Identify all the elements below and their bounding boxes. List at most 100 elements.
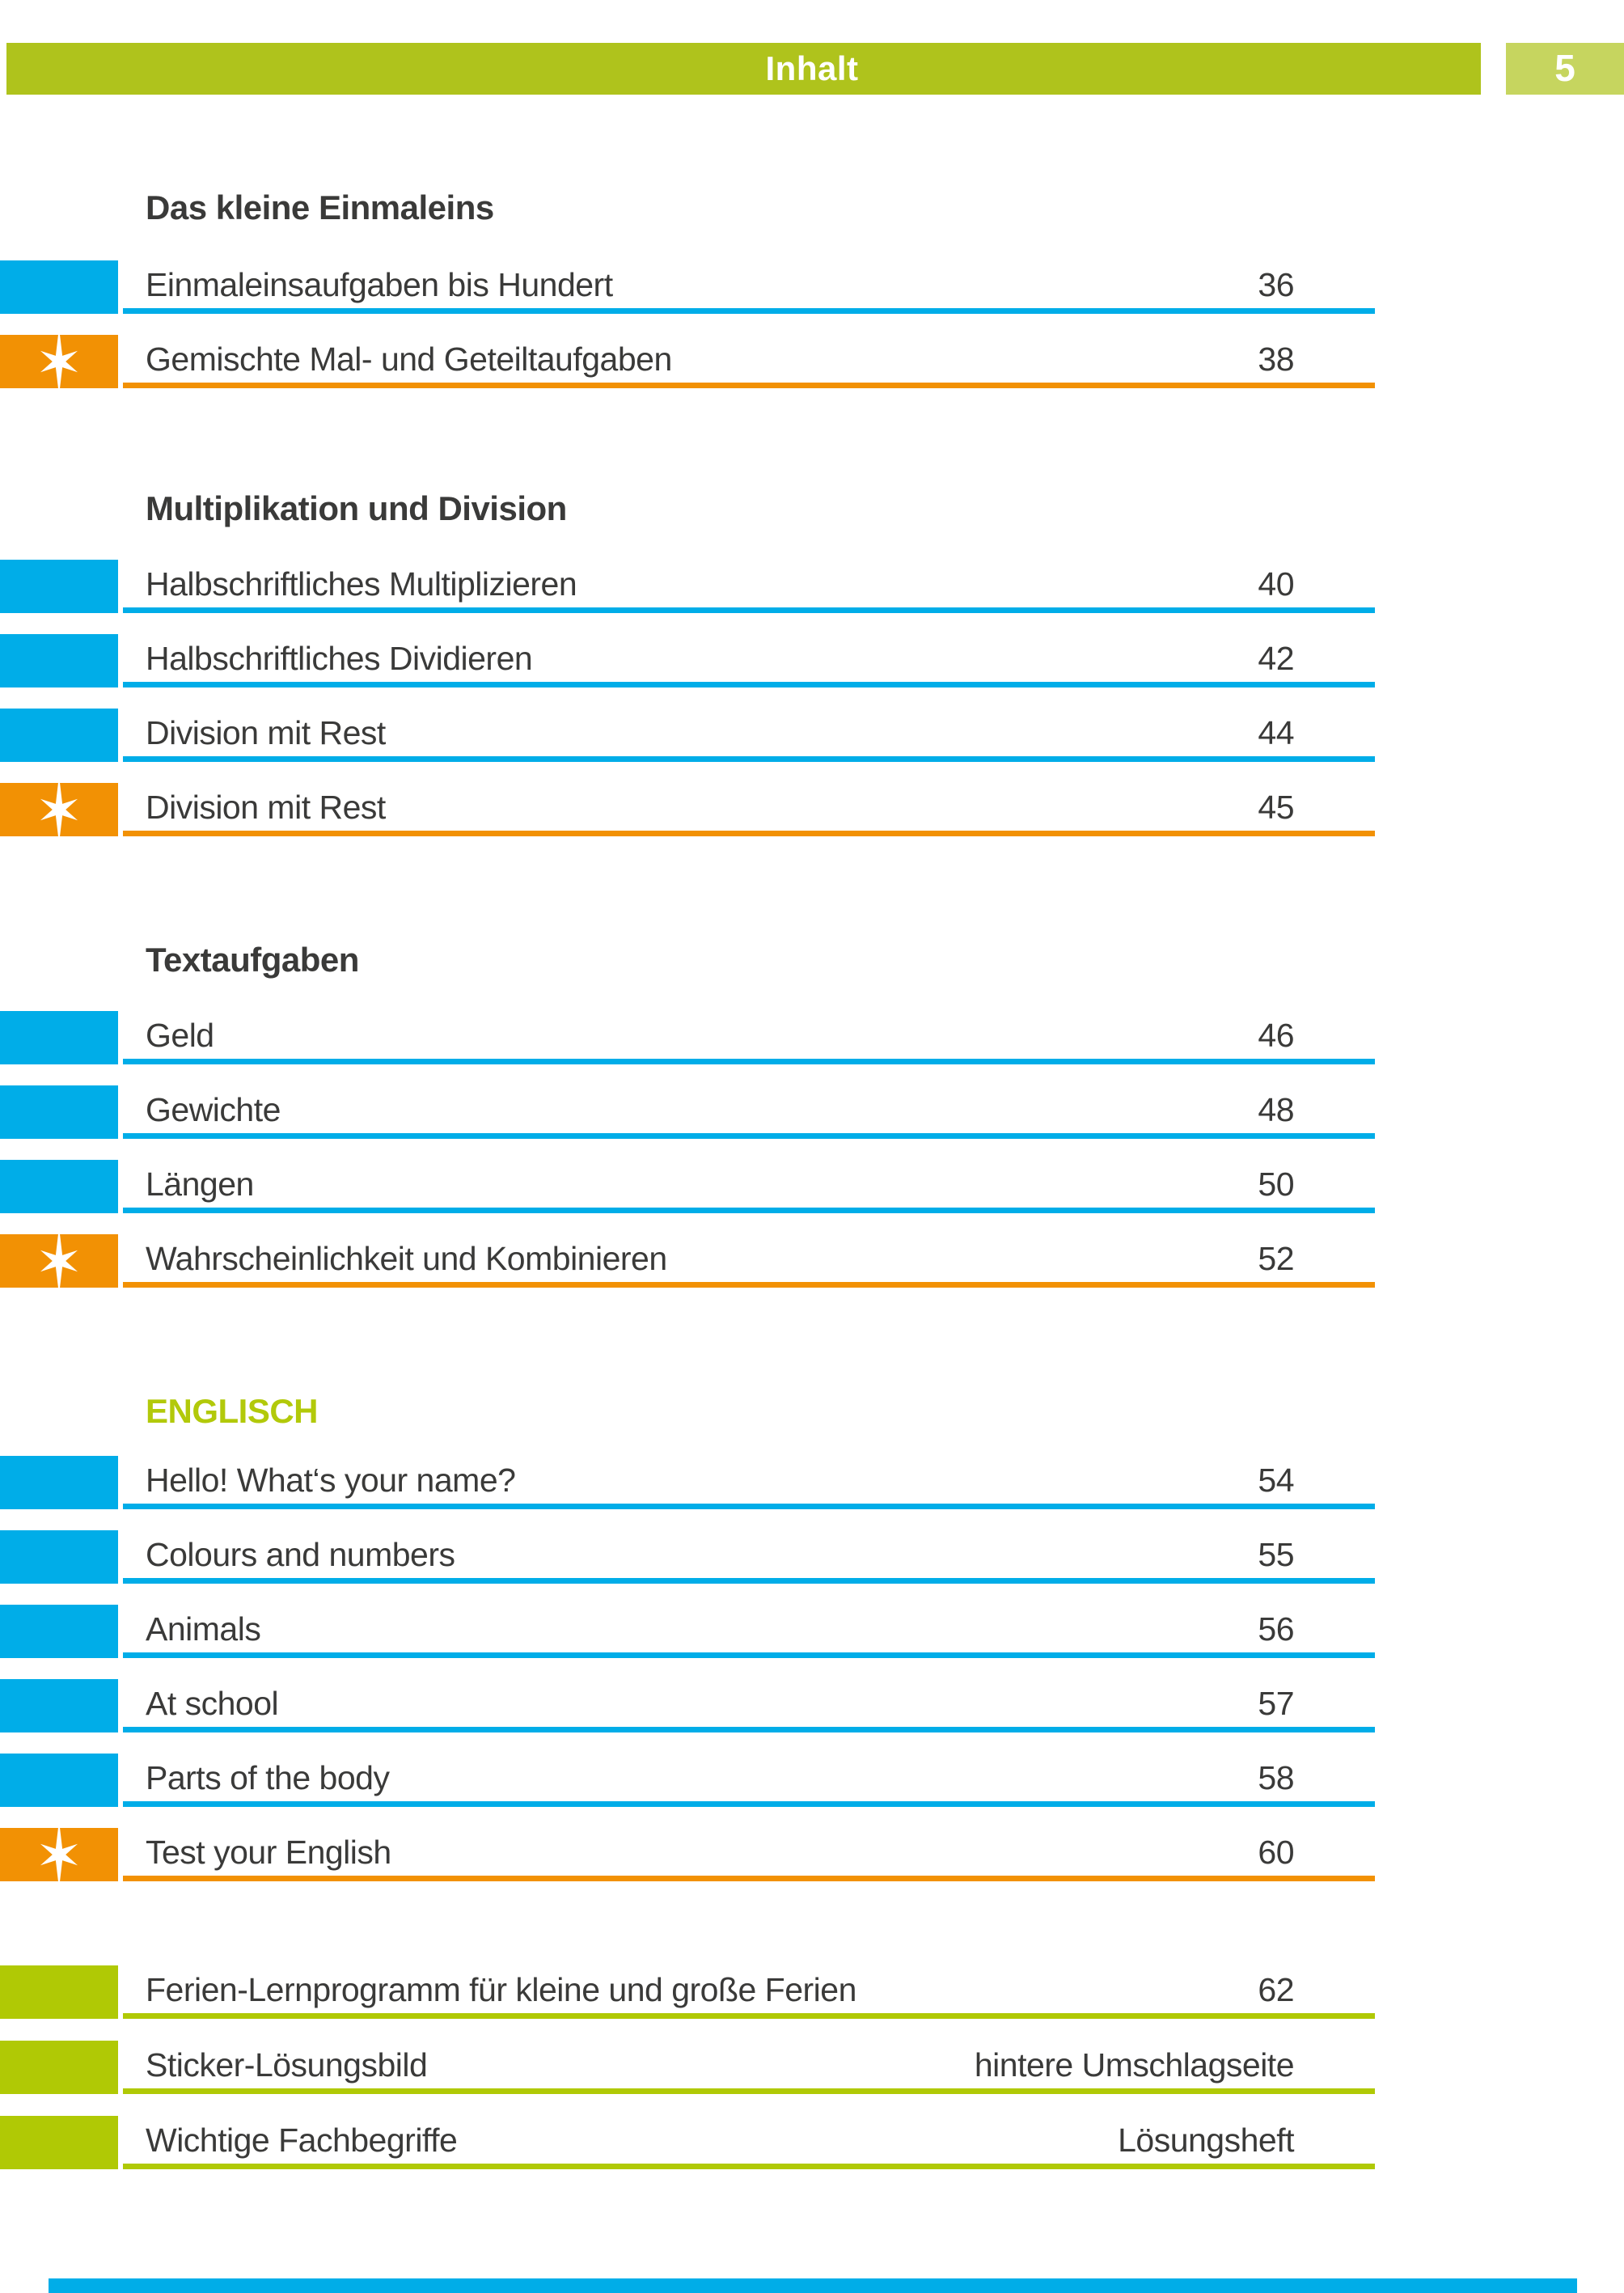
toc-row: Test your English 60 bbox=[0, 1821, 1375, 1889]
toc-entry-label: Wahrscheinlichkeit und Kombinieren bbox=[146, 1240, 667, 1277]
row-underline bbox=[123, 1504, 1375, 1509]
page-number-badge: 5 bbox=[1506, 43, 1624, 95]
toc-section: Multiplikation und Division Halbschriftl… bbox=[0, 489, 1375, 857]
section-title-englisch: ENGLISCH bbox=[146, 1392, 319, 1430]
toc-section: ENGLISCH Hello! What‘s your name? 54 Col… bbox=[0, 1391, 1375, 1902]
toc-entry-page: 60 bbox=[1258, 1834, 1294, 1871]
toc-entry-page: 62 bbox=[1258, 1971, 1294, 2008]
row-underline bbox=[123, 1727, 1375, 1732]
header-bar bbox=[6, 43, 1481, 95]
section-rows: Halbschriftliches Multiplizieren 40 Halb… bbox=[0, 560, 1375, 844]
toc-row: Sticker-Lösungsbild hintere Umschlagseit… bbox=[0, 2041, 1375, 2094]
toc-row: Längen 50 bbox=[0, 1160, 1375, 1213]
row-color-block bbox=[0, 1085, 118, 1139]
toc-row: Geld 46 bbox=[0, 1011, 1375, 1064]
row-color-block bbox=[0, 1530, 118, 1584]
toc-entry-label: Colours and numbers bbox=[146, 1536, 455, 1573]
star-icon bbox=[40, 776, 78, 844]
section-rows: Ferien-Lernprogramm für kleine und große… bbox=[0, 1965, 1375, 2169]
toc-entry-label: Parts of the body bbox=[146, 1759, 390, 1796]
toc-row: Hello! What‘s your name? 54 bbox=[0, 1456, 1375, 1509]
row-underline bbox=[123, 1133, 1375, 1139]
row-color-block bbox=[0, 776, 118, 844]
toc-entry-page: 42 bbox=[1258, 640, 1294, 677]
row-underline bbox=[123, 1652, 1375, 1658]
toc-entry-page: 48 bbox=[1258, 1091, 1294, 1128]
toc-row: Division mit Rest 45 bbox=[0, 776, 1375, 844]
toc-entry-label: Halbschriftliches Multiplizieren bbox=[146, 565, 577, 603]
toc-row: Gewichte 48 bbox=[0, 1085, 1375, 1139]
row-underline bbox=[123, 607, 1375, 613]
row-color-block bbox=[0, 260, 118, 314]
star-icon bbox=[40, 1227, 78, 1295]
toc-entry-label: Division mit Rest bbox=[146, 789, 386, 826]
toc-row: Ferien-Lernprogramm für kleine und große… bbox=[0, 1965, 1375, 2019]
toc-entry-label: Längen bbox=[146, 1166, 254, 1203]
toc-entry-label: Gemischte Mal- und Geteiltaufgaben bbox=[146, 341, 672, 378]
toc-entry-label: Division mit Rest bbox=[146, 714, 386, 751]
toc-section: Ferien-Lernprogramm für kleine und große… bbox=[0, 1965, 1375, 2191]
toc-entry-label: Hello! What‘s your name? bbox=[146, 1462, 516, 1499]
toc-row: At school 57 bbox=[0, 1679, 1375, 1732]
star-icon bbox=[40, 328, 78, 396]
section-rows: Einmaleinsaufgaben bis Hundert 36 Gemisc… bbox=[0, 260, 1375, 396]
row-underline bbox=[123, 756, 1375, 762]
toc-entry-page: hintere Umschlagseite bbox=[974, 2046, 1295, 2084]
toc-entry-page: 40 bbox=[1258, 565, 1294, 603]
toc-entry-page: Lösungsheft bbox=[1118, 2122, 1294, 2159]
row-underline bbox=[123, 2013, 1375, 2019]
row-underline bbox=[123, 1578, 1375, 1584]
row-underline bbox=[123, 831, 1375, 836]
star-icon bbox=[40, 1821, 78, 1889]
row-color-block bbox=[0, 1227, 118, 1295]
row-underline bbox=[123, 2088, 1375, 2094]
row-color-block bbox=[0, 1965, 118, 2019]
row-underline bbox=[123, 1059, 1375, 1064]
toc-row: Halbschriftliches Dividieren 42 bbox=[0, 634, 1375, 687]
toc-row: Parts of the body 58 bbox=[0, 1754, 1375, 1807]
toc-entry-page: 45 bbox=[1258, 789, 1294, 826]
toc-entry-label: Wichtige Fachbegriffe bbox=[146, 2122, 458, 2159]
row-color-block bbox=[0, 560, 118, 613]
toc-entry-page: 57 bbox=[1258, 1685, 1294, 1722]
toc-entry-label: Geld bbox=[146, 1017, 214, 1054]
toc-row: Einmaleinsaufgaben bis Hundert 36 bbox=[0, 260, 1375, 314]
toc-entry-label: At school bbox=[146, 1685, 279, 1722]
toc-row: Colours and numbers 55 bbox=[0, 1530, 1375, 1584]
row-color-block bbox=[0, 1160, 118, 1213]
toc-entry-page: 50 bbox=[1258, 1166, 1294, 1203]
row-color-block bbox=[0, 1011, 118, 1064]
toc-entry-page: 36 bbox=[1258, 266, 1294, 303]
section-rows: Hello! What‘s your name? 54 Colours and … bbox=[0, 1456, 1375, 1889]
row-color-block bbox=[0, 2041, 118, 2094]
footer-bar bbox=[49, 2278, 1577, 2293]
toc-section: Das kleine Einmaleins Einmaleinsaufgaben… bbox=[0, 188, 1375, 409]
toc-row: Gemischte Mal- und Geteiltaufgaben 38 bbox=[0, 328, 1375, 396]
toc-entry-label: Einmaleinsaufgaben bis Hundert bbox=[146, 266, 613, 303]
toc-entry-page: 55 bbox=[1258, 1536, 1294, 1573]
toc-entry-label: Ferien-Lernprogramm für kleine und große… bbox=[146, 1971, 856, 2008]
toc-section: Textaufgaben Geld 46 Gewichte 48 Längen … bbox=[0, 940, 1375, 1309]
row-color-block bbox=[0, 634, 118, 687]
row-underline bbox=[123, 308, 1375, 314]
toc-entry-label: Gewichte bbox=[146, 1091, 281, 1128]
toc-entry-label: Sticker-Lösungsbild bbox=[146, 2046, 428, 2084]
row-color-block bbox=[0, 1754, 118, 1807]
row-color-block bbox=[0, 2116, 118, 2169]
toc-entry-label: Halbschriftliches Dividieren bbox=[146, 640, 533, 677]
toc-entry-page: 38 bbox=[1258, 341, 1294, 378]
row-underline bbox=[123, 682, 1375, 687]
toc-entry-page: 52 bbox=[1258, 1240, 1294, 1277]
row-underline bbox=[123, 383, 1375, 388]
row-color-block bbox=[0, 1605, 118, 1658]
row-underline bbox=[123, 1801, 1375, 1807]
toc-entry-page: 46 bbox=[1258, 1017, 1294, 1054]
toc-row: Division mit Rest 44 bbox=[0, 709, 1375, 762]
toc-row: Wahrscheinlichkeit und Kombinieren 52 bbox=[0, 1227, 1375, 1295]
toc-entry-page: 56 bbox=[1258, 1610, 1294, 1648]
page-title: Inhalt bbox=[765, 49, 859, 87]
toc-row: Wichtige Fachbegriffe Lösungsheft bbox=[0, 2116, 1375, 2169]
row-color-block bbox=[0, 328, 118, 396]
toc-entry-page: 54 bbox=[1258, 1462, 1294, 1499]
row-underline bbox=[123, 1208, 1375, 1213]
